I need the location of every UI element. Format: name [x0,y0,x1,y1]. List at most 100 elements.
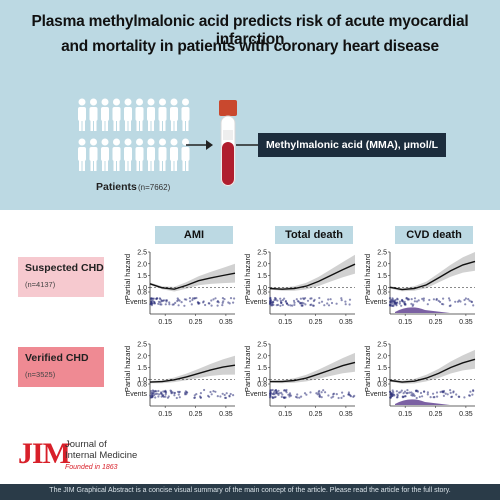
person-leg [140,120,143,131]
event-point [390,304,393,307]
event-point [401,396,404,399]
person-leg [171,160,174,171]
person-leg [105,160,108,171]
x-tick-label: 0.15 [278,411,292,418]
hazard-line [389,260,476,291]
y-tick-label: 1.5 [137,365,147,372]
person-leg [90,160,93,171]
event-point [471,393,474,396]
journal-name-line-2: Internal Medicine [65,450,138,461]
person-body [170,107,178,121]
event-point [400,389,403,392]
event-point [344,300,347,303]
event-point [283,389,286,392]
person-leg [102,120,105,131]
confidence-band [390,349,475,384]
event-point [183,304,186,307]
person-leg [94,160,97,171]
person-leg [151,120,154,131]
x-tick-label: 0.25 [189,411,203,418]
event-point [428,298,431,302]
event-point [190,303,193,306]
event-point [389,301,392,304]
event-point [303,392,307,395]
event-point [388,304,392,307]
event-point [281,393,284,396]
event-point [400,304,403,307]
event-point [280,391,283,394]
person-leg [136,120,139,131]
event-point [227,301,230,304]
event-point [335,393,338,396]
events-label: Events [366,391,388,398]
event-point [472,389,475,393]
event-point [221,297,224,300]
row-title-verified: Verified CHD [25,352,89,364]
event-point [394,302,397,305]
event-point [408,391,411,394]
event-point [151,299,154,302]
event-point [180,301,183,304]
event-point [212,390,215,393]
event-point [269,304,273,307]
event-point [318,392,321,395]
event-point [157,389,160,393]
person-icon [101,138,109,146]
event-density [395,307,450,313]
person-leg [182,120,185,131]
event-point [154,389,157,393]
person-leg [186,120,189,131]
event-point [298,396,301,399]
person-leg [148,120,151,131]
event-point [395,390,398,393]
event-point [210,304,213,307]
event-point [157,300,160,303]
event-point [464,297,467,300]
event-point [279,297,282,300]
event-point [275,304,278,307]
event-point [151,395,154,398]
event-point [184,390,187,393]
y-tick-label: 0.8 [137,290,147,297]
event-point [168,303,171,306]
person-body [89,147,98,161]
event-point [395,396,399,399]
event-point [429,396,432,399]
event-point [193,297,196,300]
hazard-line [269,263,356,290]
event-point [455,393,458,396]
event-point [433,396,436,399]
event-point [406,389,409,392]
event-point [402,392,405,395]
event-point [284,300,287,303]
event-point [426,391,429,394]
connector-line [236,144,258,146]
event-point [337,396,340,400]
event-point [151,393,154,396]
y-tick-label: 2.5 [137,250,147,257]
y-tick-label: 2.0 [377,261,387,268]
plot-suspected-chd-cvd-death: 2.5 2.0 1.5 1.00.8 Events 0.15 0.25 0.35 Partial… [363,250,476,326]
event-point [270,299,273,302]
event-point [293,301,296,304]
event-point [330,396,333,399]
y-tick-label: 1.0 [137,285,147,292]
person-leg [186,160,189,171]
footer-text: The JIM Graphical Abstract is a concise … [49,487,451,494]
event-point [208,395,211,398]
person-body [124,107,132,121]
event-point [419,391,423,395]
person-body [135,107,144,121]
event-point [164,391,168,394]
event-point [183,298,186,301]
event-point [392,393,395,396]
event-point [225,392,228,395]
event-point [279,299,282,303]
event-point [272,391,276,394]
person-leg [82,120,85,131]
event-point [413,297,417,300]
event-point [318,301,321,304]
event-point [171,303,174,306]
event-point [442,297,445,300]
patients-label: Patients [96,181,137,193]
